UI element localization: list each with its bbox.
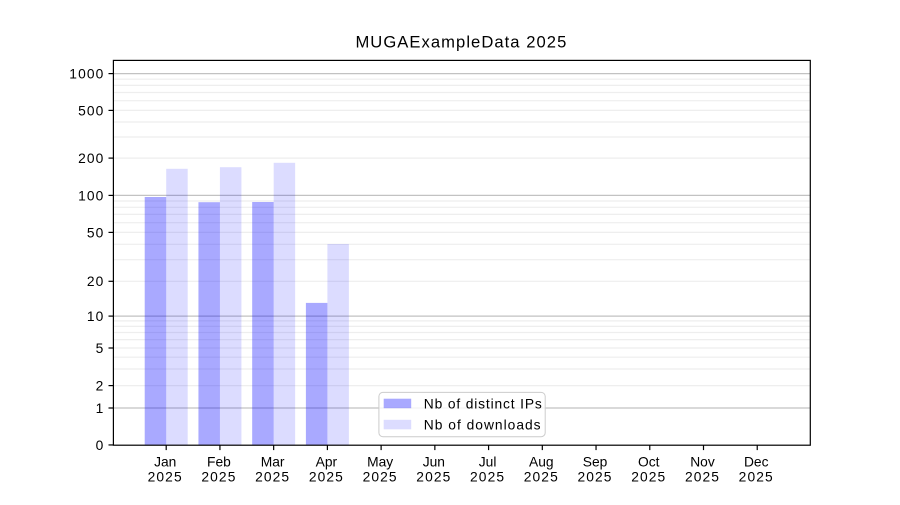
svg-text:Sep: Sep [583, 454, 608, 469]
svg-text:Feb: Feb [207, 454, 231, 469]
svg-text:2025: 2025 [577, 470, 612, 485]
svg-text:1: 1 [96, 401, 105, 416]
svg-text:0: 0 [96, 438, 105, 453]
svg-text:100: 100 [78, 188, 104, 203]
svg-text:200: 200 [78, 151, 104, 166]
svg-text:2025: 2025 [309, 470, 344, 485]
svg-text:2025: 2025 [148, 470, 183, 485]
svg-text:Mar: Mar [261, 454, 285, 469]
svg-text:Jul: Jul [479, 454, 497, 469]
svg-text:2025: 2025 [470, 470, 505, 485]
svg-text:2025: 2025 [685, 470, 720, 485]
svg-text:Nb of downloads: Nb of downloads [424, 417, 542, 432]
svg-text:Jan: Jan [154, 454, 176, 469]
svg-text:5: 5 [96, 341, 105, 356]
svg-text:10: 10 [87, 309, 105, 324]
svg-text:2: 2 [96, 379, 105, 394]
svg-text:Aug: Aug [529, 454, 554, 469]
svg-text:50: 50 [87, 225, 105, 240]
svg-text:2025: 2025 [255, 470, 290, 485]
svg-text:Oct: Oct [638, 454, 660, 469]
svg-text:1000: 1000 [69, 67, 104, 82]
svg-text:2025: 2025 [524, 470, 559, 485]
svg-text:2025: 2025 [201, 470, 236, 485]
svg-text:May: May [367, 454, 393, 469]
svg-text:Jun: Jun [423, 454, 445, 469]
svg-text:2025: 2025 [631, 470, 666, 485]
svg-text:Apr: Apr [316, 454, 338, 469]
svg-text:20: 20 [87, 274, 105, 289]
svg-text:MUGAExampleData 2025: MUGAExampleData 2025 [355, 33, 567, 52]
svg-text:2025: 2025 [416, 470, 451, 485]
svg-text:Nb of distinct IPs: Nb of distinct IPs [424, 396, 543, 411]
svg-text:Dec: Dec [744, 454, 769, 469]
svg-text:500: 500 [78, 103, 104, 118]
svg-text:2025: 2025 [739, 470, 774, 485]
svg-text:Nov: Nov [690, 454, 715, 469]
svg-text:2025: 2025 [363, 470, 398, 485]
